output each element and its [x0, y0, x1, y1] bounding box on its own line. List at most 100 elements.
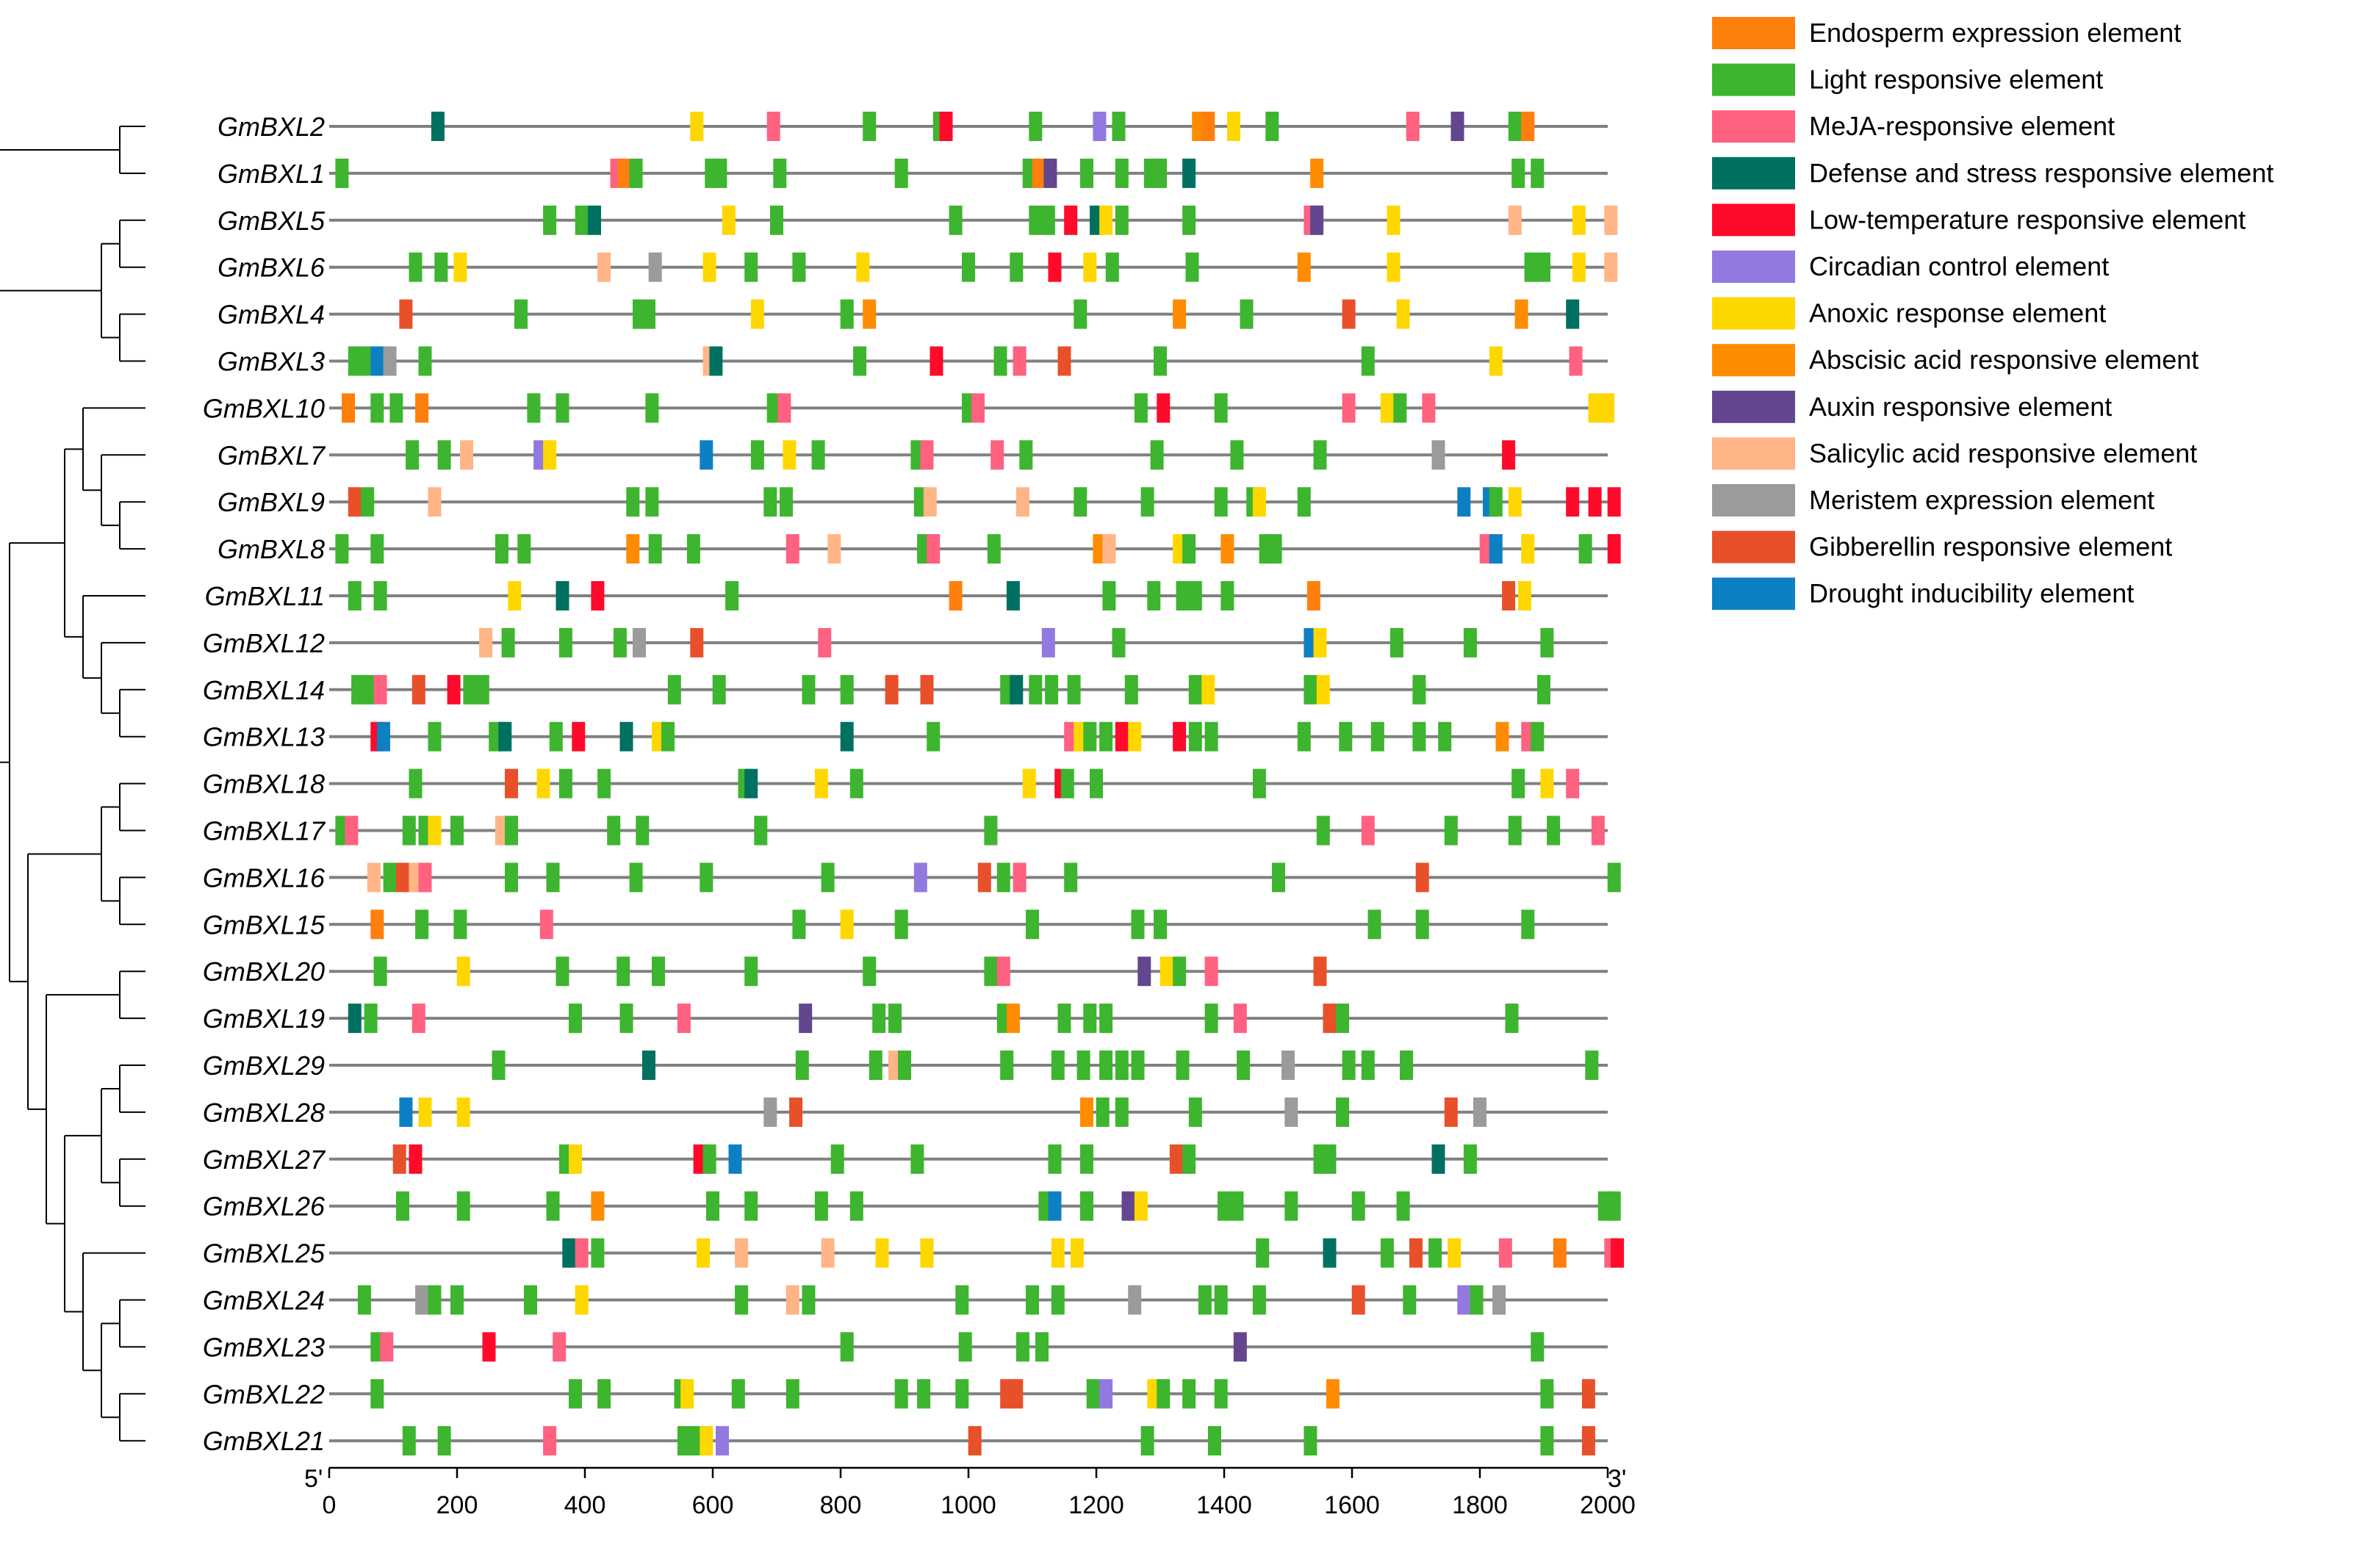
light-element-box	[1029, 674, 1043, 705]
anox-element-box	[1448, 1238, 1462, 1268]
light-element-box	[713, 158, 727, 188]
mer-element-box	[1281, 1051, 1295, 1080]
light-element-box	[849, 768, 863, 799]
meja-element-box	[411, 1004, 425, 1034]
light-element-box	[840, 1332, 854, 1362]
gene-label: GmBXL29	[203, 1051, 325, 1081]
drought-element-box	[700, 440, 713, 470]
anox-element-box	[856, 252, 870, 282]
light-element-box	[1035, 1332, 1049, 1362]
light-element-box	[409, 252, 423, 282]
light-element-box	[1585, 1051, 1599, 1080]
anox-element-box	[1572, 205, 1586, 235]
anox-element-box	[1227, 112, 1240, 141]
light-element-box	[1015, 1332, 1029, 1362]
drought-element-box	[399, 1097, 413, 1127]
lowtemp-element-box	[1502, 440, 1516, 470]
light-element-box	[1208, 1426, 1221, 1456]
gene-label: GmBXL24	[203, 1286, 325, 1316]
light-element-box	[558, 768, 572, 799]
x-tick-label: 400	[564, 1491, 606, 1519]
light-element-box	[1086, 1379, 1100, 1409]
light-element-box	[517, 534, 531, 564]
auxin-element-box	[1137, 956, 1151, 987]
light-element-box	[450, 1285, 464, 1315]
auxin-element-box	[1450, 112, 1464, 141]
light-element-box	[1026, 909, 1039, 940]
anox-element-box	[814, 768, 828, 799]
light-element-box	[546, 1191, 560, 1221]
gene-row: GmBXL26	[203, 1191, 1621, 1222]
lowtemp-element-box	[1115, 721, 1129, 752]
anox-element-box	[428, 815, 442, 846]
meja-element-box	[1569, 346, 1583, 376]
light-element-box	[1074, 299, 1087, 329]
light-element-box	[1370, 721, 1384, 752]
light-element-box	[1304, 674, 1317, 705]
legend-swatch	[1712, 251, 1795, 283]
light-element-box	[1045, 674, 1059, 705]
mer-element-box	[1492, 1285, 1506, 1315]
ga-element-box	[505, 768, 518, 799]
meja-element-box	[539, 909, 553, 940]
x-tick-label: 1000	[941, 1491, 996, 1519]
light-element-box	[475, 674, 489, 705]
light-element-box	[1150, 440, 1164, 470]
gene-row: GmBXL29	[203, 1051, 1608, 1081]
gene-label: GmBXL1	[217, 159, 325, 189]
legend-label: Abscisic acid responsive element	[1809, 345, 2199, 375]
light-element-box	[361, 487, 375, 517]
light-element-box	[383, 862, 397, 893]
meja-element-box	[991, 440, 1004, 470]
ga-element-box	[392, 1144, 406, 1174]
drought-element-box	[377, 721, 390, 752]
anox-element-box	[508, 581, 522, 610]
anox-element-box	[1313, 627, 1327, 657]
light-element-box	[389, 393, 403, 423]
light-element-box	[1204, 1004, 1218, 1034]
legend-label: Light responsive element	[1809, 65, 2103, 95]
defense-element-box	[588, 205, 601, 235]
light-element-box	[1048, 1144, 1062, 1174]
light-element-box	[780, 487, 793, 517]
light-element-box	[575, 205, 589, 235]
ga-element-box	[885, 674, 899, 705]
lowtemp-element-box	[1157, 393, 1171, 423]
light-element-box	[1578, 534, 1592, 564]
light-element-box	[677, 1426, 691, 1456]
light-element-box	[1214, 1379, 1228, 1409]
light-element-box	[661, 721, 675, 752]
light-element-box	[524, 1285, 537, 1315]
ga-element-box	[920, 674, 934, 705]
light-element-box	[1470, 1285, 1484, 1315]
legend-label: Circadian control element	[1809, 251, 2109, 281]
anox-element-box	[1387, 252, 1401, 282]
light-element-box	[1230, 1191, 1244, 1221]
light-element-box	[917, 1379, 931, 1409]
defense-element-box	[642, 1051, 655, 1080]
light-element-box	[1607, 1191, 1621, 1221]
gene-label: GmBXL4	[217, 300, 325, 330]
light-element-box	[894, 1379, 908, 1409]
endo-element-box	[617, 158, 631, 188]
light-element-box	[396, 1191, 409, 1221]
ga-element-box	[968, 1426, 982, 1456]
light-element-box	[1000, 1051, 1014, 1080]
x-tick-label: 800	[820, 1491, 862, 1519]
gene-label: GmBXL26	[203, 1192, 326, 1222]
legend-swatch	[1712, 297, 1795, 330]
meja-element-box	[543, 1426, 557, 1456]
light-element-box	[373, 956, 387, 987]
light-element-box	[463, 674, 477, 705]
lowtemp-element-box	[930, 346, 943, 376]
light-element-box	[1323, 1144, 1337, 1174]
anox-element-box	[1517, 581, 1531, 610]
drought-element-box	[1489, 534, 1503, 564]
light-element-box	[1230, 440, 1244, 470]
light-element-box	[549, 721, 563, 752]
endo-element-box	[1521, 112, 1535, 141]
light-element-box	[495, 534, 508, 564]
gene-row: GmBXL22	[203, 1379, 1608, 1409]
light-element-box	[996, 862, 1010, 893]
anox-element-box	[1572, 252, 1586, 282]
